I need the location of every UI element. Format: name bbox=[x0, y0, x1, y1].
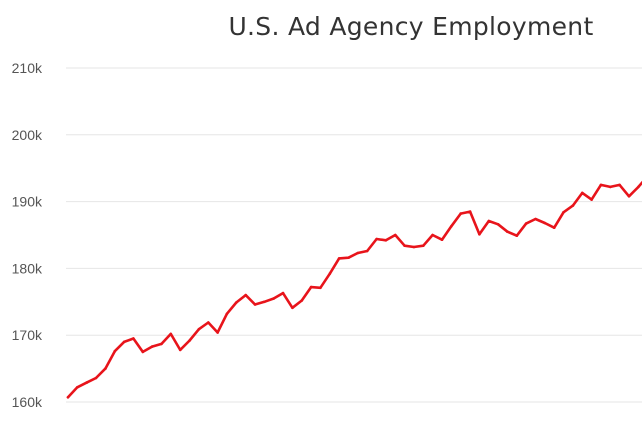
data-point bbox=[244, 293, 247, 297]
data-point bbox=[85, 381, 88, 384]
data-point bbox=[637, 185, 640, 189]
data-point bbox=[76, 386, 79, 389]
data-point bbox=[459, 212, 463, 215]
data-point bbox=[216, 331, 219, 334]
data-point bbox=[394, 233, 397, 237]
data-point bbox=[272, 297, 276, 300]
data-point bbox=[487, 219, 491, 223]
data-point bbox=[253, 303, 257, 306]
y-tick-label: 170k bbox=[12, 327, 43, 343]
data-point bbox=[207, 321, 210, 324]
data-point bbox=[375, 237, 378, 241]
data-point bbox=[197, 327, 201, 331]
y-tick-label: 190k bbox=[12, 194, 43, 210]
data-point bbox=[524, 222, 528, 225]
data-point bbox=[571, 204, 575, 207]
data-point bbox=[618, 183, 621, 187]
data-point bbox=[188, 339, 191, 342]
data-point bbox=[94, 376, 98, 380]
data-point bbox=[384, 239, 388, 242]
data-point bbox=[300, 299, 304, 302]
data-point bbox=[543, 221, 547, 225]
data-point bbox=[496, 223, 500, 226]
data-point bbox=[515, 234, 519, 237]
series-layer bbox=[66, 180, 642, 399]
data-point bbox=[263, 300, 266, 304]
chart-title: U.S. Ad Agency Employment bbox=[228, 12, 594, 41]
data-point bbox=[328, 272, 332, 276]
data-point bbox=[150, 345, 154, 348]
data-point bbox=[365, 249, 369, 253]
data-point bbox=[104, 367, 107, 370]
data-point bbox=[169, 332, 173, 336]
data-point bbox=[160, 342, 163, 346]
data-point bbox=[422, 244, 425, 247]
data-point bbox=[562, 211, 565, 214]
data-point bbox=[319, 286, 322, 290]
data-point bbox=[337, 257, 341, 260]
gridlines bbox=[66, 67, 642, 403]
data-point bbox=[281, 291, 285, 295]
data-point bbox=[599, 183, 603, 187]
y-tick-label: 210k bbox=[12, 60, 43, 76]
data-point bbox=[113, 349, 117, 353]
data-point bbox=[235, 301, 238, 304]
data-point bbox=[590, 198, 593, 201]
data-point bbox=[609, 185, 612, 189]
series-line bbox=[66, 180, 642, 399]
data-point bbox=[225, 312, 229, 316]
y-axis-labels: 160k 170k 180k 190k 200k 210k bbox=[12, 60, 43, 410]
data-point bbox=[309, 285, 313, 289]
data-point bbox=[478, 233, 481, 236]
data-point bbox=[534, 217, 537, 221]
data-point bbox=[178, 348, 182, 352]
data-point bbox=[412, 245, 416, 249]
data-point bbox=[581, 191, 584, 195]
data-point bbox=[468, 210, 472, 213]
data-point bbox=[431, 233, 434, 237]
y-tick-label: 160k bbox=[12, 394, 43, 410]
y-tick-label: 200k bbox=[12, 127, 43, 143]
data-point bbox=[291, 306, 294, 310]
data-point bbox=[627, 195, 631, 198]
data-point bbox=[66, 396, 70, 399]
data-point bbox=[506, 230, 509, 233]
data-point bbox=[356, 251, 360, 255]
data-point bbox=[440, 238, 444, 241]
data-point bbox=[552, 226, 556, 229]
data-point bbox=[347, 256, 350, 260]
y-tick-label: 180k bbox=[12, 260, 43, 276]
data-point bbox=[403, 244, 406, 247]
data-point bbox=[122, 340, 126, 344]
data-point bbox=[141, 350, 145, 354]
data-point bbox=[450, 225, 453, 228]
data-point bbox=[132, 337, 135, 340]
